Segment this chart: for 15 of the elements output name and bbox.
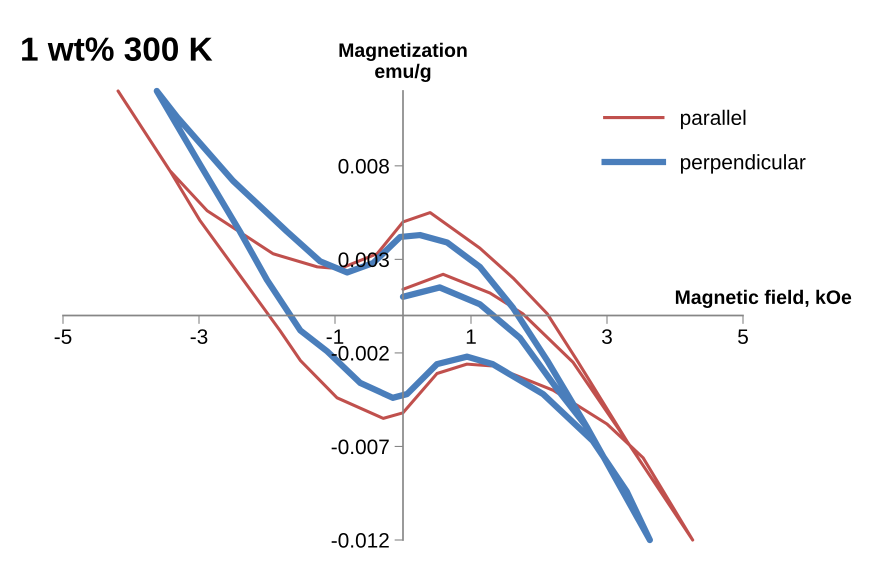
- x-axis-title: Magnetic field, kOe: [676, 290, 852, 308]
- legend-label: perpendicular: [680, 154, 806, 174]
- x-tick-label: -5: [54, 329, 72, 344]
- x-tick-label: 5: [738, 329, 748, 344]
- legend-label: parallel: [680, 110, 746, 130]
- x-tick-label: 3: [602, 329, 612, 344]
- y-tick-label: -0.007: [332, 439, 389, 454]
- y-axis-title: Magnetization emu/g: [339, 42, 467, 82]
- x-tick-label: 1: [466, 329, 476, 344]
- x-tick-label: -3: [190, 329, 208, 344]
- x-tick-label: -1: [326, 329, 344, 344]
- y-tick-label: 0.008: [338, 158, 389, 174]
- y-tick-label: -0.002: [332, 346, 389, 361]
- chart-title: 1 wt% 300 K: [22, 37, 212, 61]
- y-tick-label: -0.012: [332, 533, 389, 548]
